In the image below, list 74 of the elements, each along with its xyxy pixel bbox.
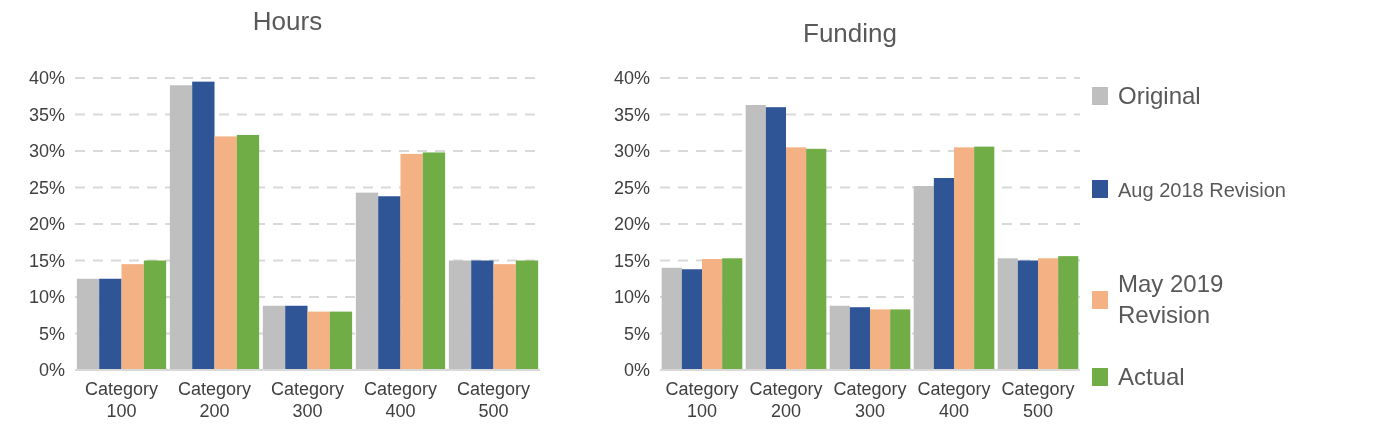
chart-title: Funding: [803, 18, 897, 48]
chart-title: Hours: [252, 6, 323, 36]
x-tick-label: Category 500: [456, 378, 531, 422]
x-tick-label: Category 200: [177, 378, 252, 422]
x-tick-label: Category 100: [665, 378, 739, 422]
y-tick-label: 35%: [613, 104, 650, 125]
y-tick-label: 15%: [28, 250, 65, 271]
bar: [192, 81, 215, 370]
bar: [1017, 260, 1038, 370]
bar: [422, 152, 446, 370]
x-tick-label: Category 200: [749, 378, 823, 422]
x-tick-label: Category 300: [270, 378, 345, 422]
y-tick-label: 10%: [28, 287, 65, 308]
legend-label: Original: [1118, 82, 1201, 109]
bar: [236, 134, 260, 370]
bar: [121, 264, 144, 370]
bar: [997, 258, 1018, 370]
x-tick-label: Category 400: [363, 378, 438, 422]
y-tick-label: 15%: [613, 250, 650, 271]
bar: [786, 147, 807, 370]
y-tick-label: 40%: [28, 68, 65, 89]
bar: [933, 178, 954, 370]
y-tick-label: 25%: [28, 177, 65, 198]
y-tick-label: 20%: [28, 214, 65, 235]
bar: [99, 278, 122, 370]
y-tick-label: 0%: [38, 360, 65, 381]
y-tick-label: 5%: [38, 323, 65, 344]
legend-label: May 2019 Revision: [1118, 270, 1224, 329]
bar: [974, 146, 995, 370]
y-tick-label: 25%: [613, 177, 650, 198]
y-tick-label: 10%: [613, 287, 650, 308]
bar: [722, 258, 743, 370]
y-tick-label: 35%: [28, 104, 65, 125]
x-tick-label: Category 400: [917, 378, 991, 422]
bar: [954, 147, 975, 370]
bar: [1058, 256, 1079, 370]
bar: [307, 311, 330, 370]
bar: [214, 136, 237, 370]
bar: [262, 305, 286, 370]
bar: [76, 278, 100, 370]
bar: [1038, 258, 1059, 370]
y-tick-label: 5%: [623, 323, 650, 344]
y-tick-label: 30%: [613, 141, 650, 162]
bar: [661, 267, 682, 370]
bar: [765, 107, 786, 370]
bar: [681, 269, 702, 370]
bar: [745, 105, 766, 370]
bar: [493, 264, 516, 370]
bar: [702, 259, 723, 370]
x-tick-label: Category 300: [833, 378, 907, 422]
bar: [471, 260, 494, 370]
legend-label: Aug 2018 Revision: [1118, 179, 1286, 201]
y-tick-label: 40%: [613, 68, 650, 89]
bar: [890, 309, 911, 370]
bar: [913, 186, 934, 370]
bar: [400, 153, 423, 370]
bar: [448, 260, 472, 370]
y-tick-label: 0%: [623, 360, 650, 381]
legend-label: Actual: [1118, 363, 1185, 390]
bar: [870, 309, 891, 370]
x-tick-label: Category 100: [84, 378, 159, 422]
bar: [515, 260, 539, 370]
bar: [355, 192, 379, 370]
bar: [806, 148, 827, 370]
bar: [285, 305, 308, 370]
bar: [143, 260, 167, 370]
bar: [849, 307, 870, 370]
bar: [378, 196, 401, 370]
x-tick-label: Category 500: [1001, 378, 1075, 422]
y-tick-label: 30%: [28, 141, 65, 162]
bar: [329, 311, 353, 370]
y-tick-label: 20%: [613, 214, 650, 235]
bar: [169, 85, 193, 370]
bar: [829, 305, 850, 370]
